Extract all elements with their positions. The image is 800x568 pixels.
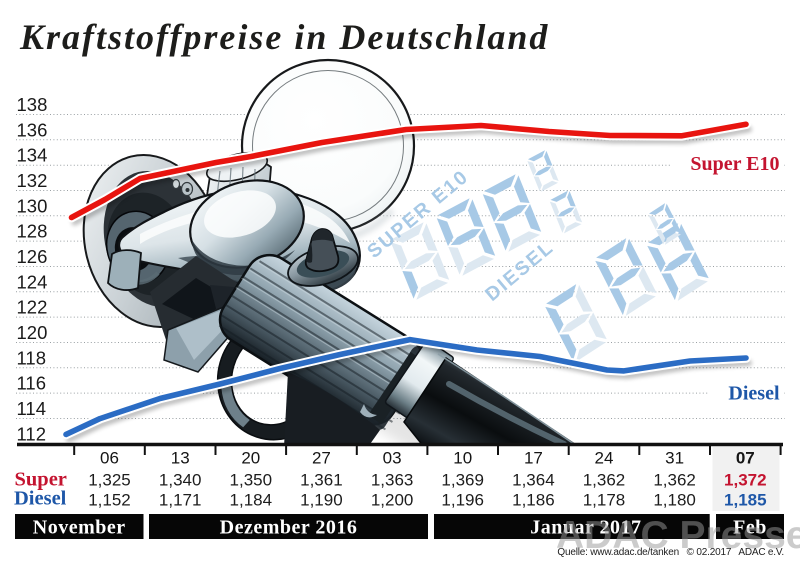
svg-text:134: 134 [17, 145, 48, 166]
svg-text:Dezember 2016: Dezember 2016 [220, 517, 358, 539]
svg-text:122: 122 [17, 297, 48, 318]
svg-text:1,190: 1,190 [300, 491, 343, 510]
svg-text:Diesel: Diesel [728, 383, 780, 405]
svg-text:1,180: 1,180 [653, 491, 696, 510]
svg-text:1,184: 1,184 [230, 491, 273, 510]
svg-text:13: 13 [171, 449, 190, 468]
svg-text:November: November [33, 517, 126, 539]
svg-text:124: 124 [17, 271, 48, 292]
svg-text:1,372: 1,372 [724, 471, 767, 490]
svg-text:Super E10: Super E10 [690, 153, 779, 175]
svg-text:1,171: 1,171 [159, 491, 202, 510]
svg-text:136: 136 [17, 119, 48, 140]
svg-text:Super: Super [15, 469, 67, 491]
svg-text:116: 116 [17, 373, 47, 394]
svg-text:114: 114 [17, 398, 47, 419]
svg-text:1,364: 1,364 [512, 471, 555, 490]
svg-text:130: 130 [17, 195, 48, 216]
svg-text:120: 120 [17, 322, 48, 343]
svg-text:31: 31 [665, 449, 684, 468]
svg-text:1,350: 1,350 [230, 471, 273, 490]
svg-text:27: 27 [312, 449, 331, 468]
svg-text:128: 128 [17, 221, 48, 242]
svg-text:03: 03 [383, 449, 402, 468]
svg-text:1,152: 1,152 [88, 491, 131, 510]
svg-text:1,325: 1,325 [88, 471, 131, 490]
svg-text:07: 07 [736, 449, 755, 468]
svg-text:Quelle: www.adac.de/tanken ©: Quelle: www.adac.de/tanken © 02.2017 ADA… [557, 547, 784, 558]
svg-text:1,340: 1,340 [159, 471, 202, 490]
svg-text:126: 126 [17, 246, 48, 267]
svg-text:138: 138 [17, 94, 48, 115]
svg-text:20: 20 [241, 449, 260, 468]
svg-text:ADAC Presse: ADAC Presse [556, 514, 800, 557]
svg-text:132: 132 [17, 170, 48, 191]
svg-text:24: 24 [595, 449, 614, 468]
svg-text:1,363: 1,363 [371, 471, 414, 490]
svg-text:112: 112 [17, 423, 47, 444]
svg-text:17: 17 [524, 449, 543, 468]
svg-text:Diesel: Diesel [14, 488, 67, 510]
svg-text:1,200: 1,200 [371, 491, 414, 510]
svg-text:1,361: 1,361 [300, 471, 343, 490]
svg-text:1,178: 1,178 [583, 491, 626, 510]
svg-text:10: 10 [453, 449, 472, 468]
svg-text:1,186: 1,186 [512, 491, 555, 510]
svg-text:06: 06 [100, 449, 119, 468]
svg-text:Kraftstoffpreise in Deutschlan: Kraftstoffpreise in Deutschland [19, 17, 549, 57]
svg-text:Feb: Feb [733, 517, 767, 539]
svg-text:1,362: 1,362 [583, 471, 626, 490]
svg-text:118: 118 [17, 347, 47, 368]
svg-text:DIESEL: DIESEL [481, 236, 558, 306]
svg-text:1,369: 1,369 [441, 471, 484, 490]
svg-text:1,196: 1,196 [441, 491, 484, 510]
svg-text:1,362: 1,362 [653, 471, 696, 490]
svg-text:Januar 2017: Januar 2017 [530, 517, 641, 539]
svg-text:1,185: 1,185 [724, 491, 767, 510]
